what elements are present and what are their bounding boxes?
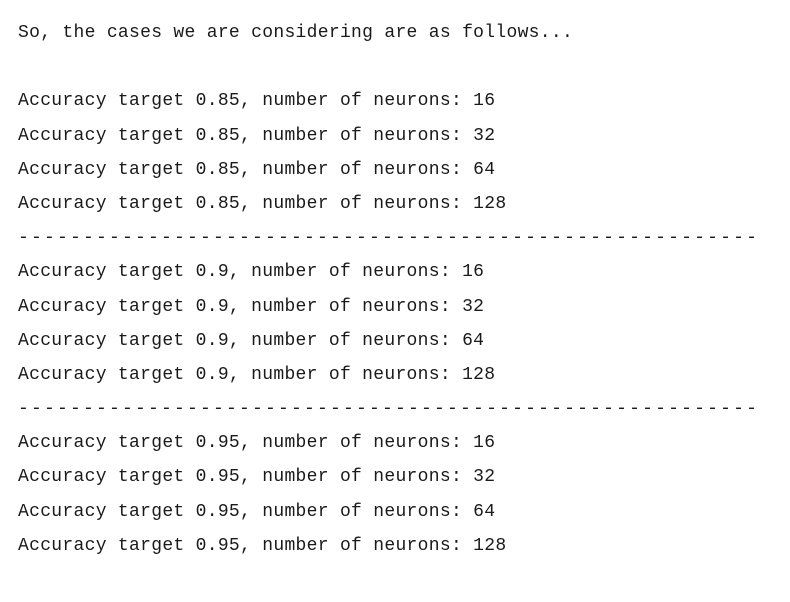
divider-line: ----------------------------------------… xyxy=(18,221,772,255)
case-line: Accuracy target 0.95, number of neurons:… xyxy=(18,495,772,529)
case-line: Accuracy target 0.95, number of neurons:… xyxy=(18,426,772,460)
case-line: Accuracy target 0.85, number of neurons:… xyxy=(18,187,772,221)
case-line: Accuracy target 0.95, number of neurons:… xyxy=(18,460,772,494)
case-line: Accuracy target 0.95, number of neurons:… xyxy=(18,529,772,563)
case-line: Accuracy target 0.9, number of neurons: … xyxy=(18,358,772,392)
intro-line: So, the cases we are considering are as … xyxy=(18,16,772,50)
case-line: Accuracy target 0.9, number of neurons: … xyxy=(18,255,772,289)
blank-line xyxy=(18,50,772,84)
case-line: Accuracy target 0.85, number of neurons:… xyxy=(18,84,772,118)
case-line: Accuracy target 0.85, number of neurons:… xyxy=(18,119,772,153)
case-line: Accuracy target 0.9, number of neurons: … xyxy=(18,324,772,358)
case-line: Accuracy target 0.85, number of neurons:… xyxy=(18,153,772,187)
divider-line: ----------------------------------------… xyxy=(18,392,772,426)
case-line: Accuracy target 0.9, number of neurons: … xyxy=(18,290,772,324)
